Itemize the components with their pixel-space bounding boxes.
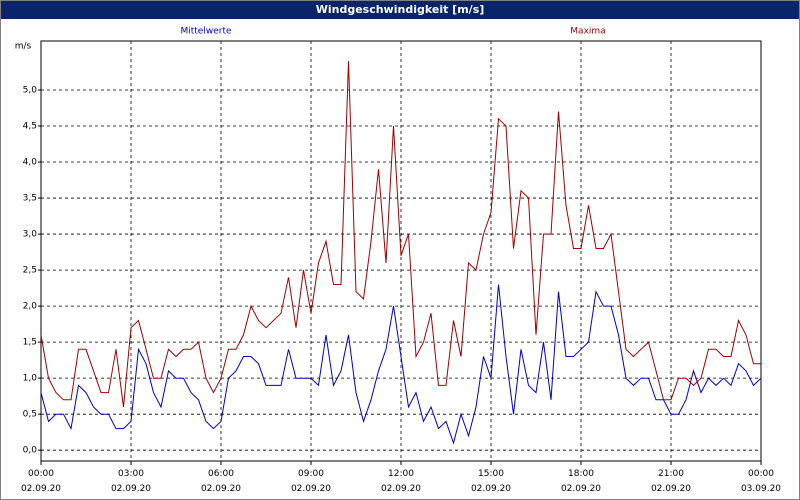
x-tick-label: 03:00 02.09.20 [110,469,152,494]
x-tick-label: 12:00 02.09.20 [380,469,422,494]
x-tick-label: 18:00 02.09.20 [560,469,602,494]
x-tick-label: 09:00 02.09.20 [290,469,332,494]
y-tick-label: 0,0 [23,446,38,456]
x-tick-label: 06:00 02.09.20 [200,469,242,494]
chart-title: Windgeschwindigkeit [m/s] [1,1,799,19]
data-line [40,61,761,408]
x-tick-label: 00:00 02.09.20 [20,469,62,494]
y-tick-label: 1,0 [23,374,38,384]
x-tick-label: 15:00 02.09.20 [470,469,512,494]
y-tick-label: 3,5 [23,194,37,204]
y-tick-label: 4,5 [23,122,37,132]
y-tick-label: 3,0 [23,230,38,240]
y-tick-label: 2,0 [23,302,38,312]
y-tick-label: 2,5 [23,266,37,276]
x-tick-label: 21:00 02.09.20 [650,469,692,494]
legend-entry: Mittelwerte [180,27,231,37]
data-line [40,284,762,445]
y-tick-label: 1,5 [23,338,37,348]
y-tick-label: 4,0 [23,158,38,168]
x-tick-label: 00:00 03.09.20 [740,469,782,494]
legend-entry: Maxima [570,27,605,37]
y-axis-label: m/s [15,42,32,52]
y-tick-label: 0,5 [23,410,37,420]
y-tick-label: 5,0 [23,85,38,95]
